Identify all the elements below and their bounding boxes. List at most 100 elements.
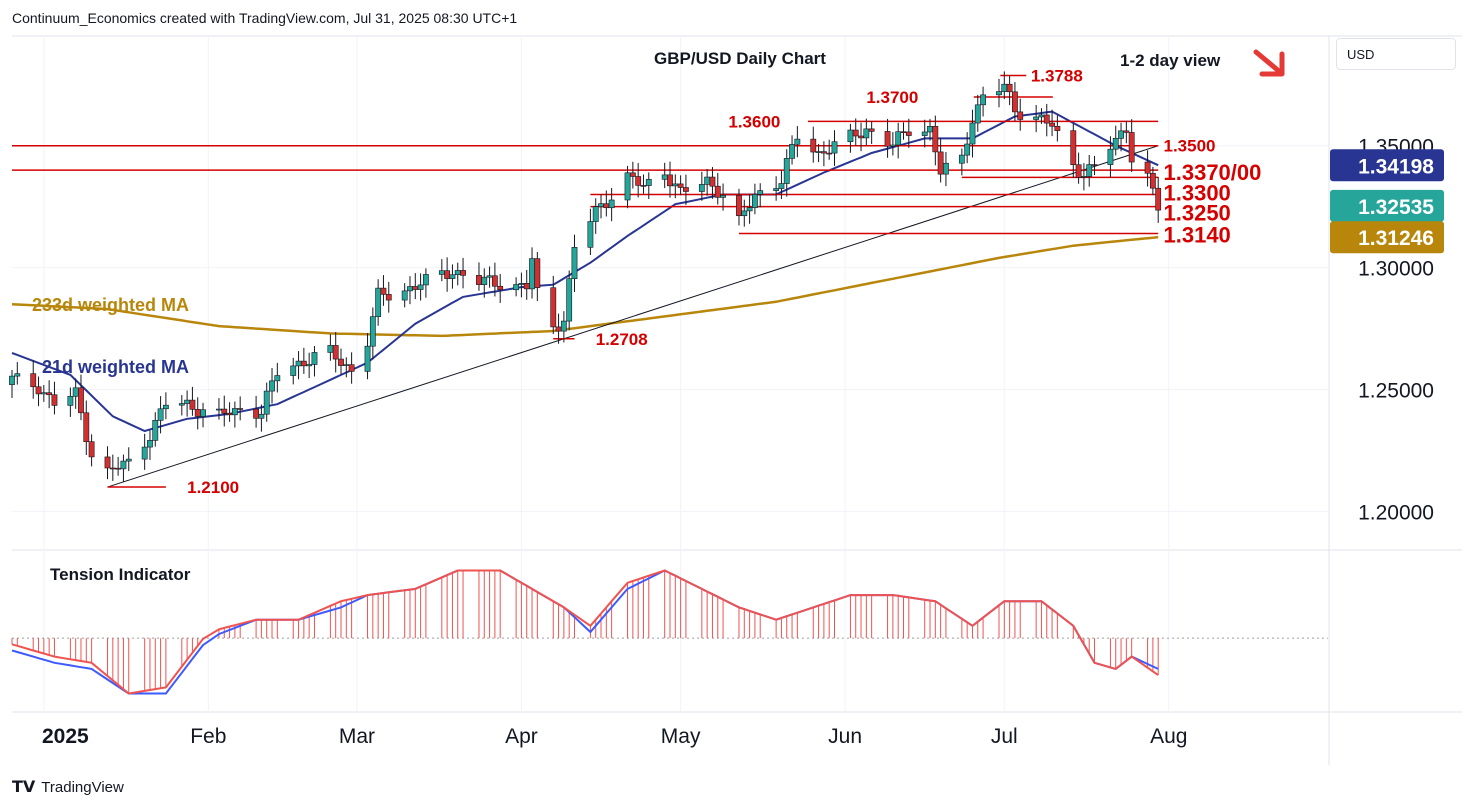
candle-body (943, 162, 949, 175)
candle (677, 175, 684, 196)
x-tick-label: May (661, 725, 701, 748)
candle-body (401, 290, 408, 301)
candle (635, 163, 642, 198)
candle (1033, 104, 1040, 133)
candle (858, 122, 864, 152)
candle (698, 171, 705, 201)
candle-body (375, 287, 382, 317)
candle-body (704, 176, 711, 185)
candle-body (1091, 164, 1098, 166)
y-tick-label: 1.25000 (1358, 380, 1434, 403)
candle-body (476, 275, 482, 285)
candle (237, 396, 244, 421)
candle (263, 382, 270, 422)
candle-body (826, 152, 833, 155)
candle (704, 169, 711, 196)
candle-body (14, 373, 21, 377)
footer-brand: TradingView (41, 778, 124, 796)
candle-body (125, 458, 132, 462)
candle-body (741, 210, 748, 217)
candle (523, 269, 530, 300)
candle (147, 430, 153, 461)
candle (810, 126, 817, 163)
candle (1128, 119, 1135, 172)
candle (640, 174, 647, 194)
candle-body (677, 183, 684, 188)
candle (884, 118, 891, 158)
candle (752, 183, 758, 215)
candle (157, 396, 164, 434)
candle-body (83, 412, 90, 442)
candle (178, 395, 185, 416)
candle-body (295, 360, 302, 367)
candle-body (937, 151, 944, 175)
candle (369, 307, 376, 360)
candle-body (571, 247, 578, 279)
candle-body (1123, 130, 1130, 133)
currency-button[interactable]: USD (1336, 38, 1456, 70)
candle (78, 374, 84, 421)
candle-body (306, 364, 313, 367)
candle (1049, 109, 1055, 137)
candle (831, 130, 838, 166)
candle-body (635, 176, 642, 186)
candle-body (1075, 164, 1082, 178)
candle-body (407, 286, 413, 292)
candle-body (757, 190, 764, 195)
candle (51, 381, 58, 415)
candle-body (423, 274, 429, 286)
price-badge-label: 1.32535 (1358, 196, 1434, 219)
arrow-down-right-icon (1253, 49, 1285, 77)
candle-body (980, 94, 986, 106)
candle-body (789, 143, 795, 159)
candle (608, 187, 615, 222)
candle-body (157, 408, 164, 421)
candle-body (884, 131, 891, 147)
candle (375, 279, 382, 326)
candle-body (603, 203, 610, 209)
level-label: 1.3140 (1164, 222, 1231, 247)
candle (996, 78, 1002, 108)
candle (194, 397, 201, 430)
price-badge (1330, 221, 1444, 254)
candle-body (831, 141, 838, 154)
candle-body (900, 131, 907, 133)
x-tick-label: Aug (1150, 725, 1187, 748)
candle (932, 115, 939, 166)
candle (529, 247, 535, 299)
candle-body (1144, 161, 1151, 174)
candle (900, 122, 907, 140)
candle (958, 148, 965, 176)
candle-body (497, 285, 504, 291)
candle (1075, 152, 1082, 184)
candle-body (444, 270, 451, 279)
candle-body (534, 258, 541, 289)
candle (189, 386, 196, 416)
candle-body (338, 358, 344, 366)
candle (714, 172, 721, 205)
candle (115, 456, 122, 476)
candle (253, 395, 259, 428)
candle-body (30, 373, 37, 388)
candle-body (736, 194, 742, 217)
candle (661, 162, 668, 189)
candle-body (640, 185, 647, 187)
candle-body (523, 283, 530, 290)
candle (757, 183, 764, 208)
candle-body (964, 143, 971, 156)
candle (401, 283, 408, 308)
price-badge (1330, 189, 1444, 222)
candle-body (1107, 148, 1114, 165)
candle-body (491, 275, 498, 287)
candle-body (40, 392, 47, 395)
tension-histogram (11, 570, 1159, 694)
candle (412, 273, 419, 300)
level-label: 1.3700 (866, 88, 918, 107)
candle-body (709, 176, 716, 187)
price-badge-bg (1330, 221, 1444, 254)
candle-body (895, 131, 902, 146)
candle (216, 398, 222, 420)
candle-body (385, 294, 392, 301)
candle (905, 118, 912, 148)
candle (226, 402, 233, 422)
